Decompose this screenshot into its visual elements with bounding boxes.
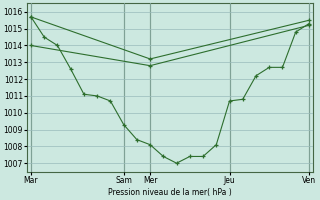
X-axis label: Pression niveau de la mer( hPa ): Pression niveau de la mer( hPa )	[108, 188, 232, 197]
